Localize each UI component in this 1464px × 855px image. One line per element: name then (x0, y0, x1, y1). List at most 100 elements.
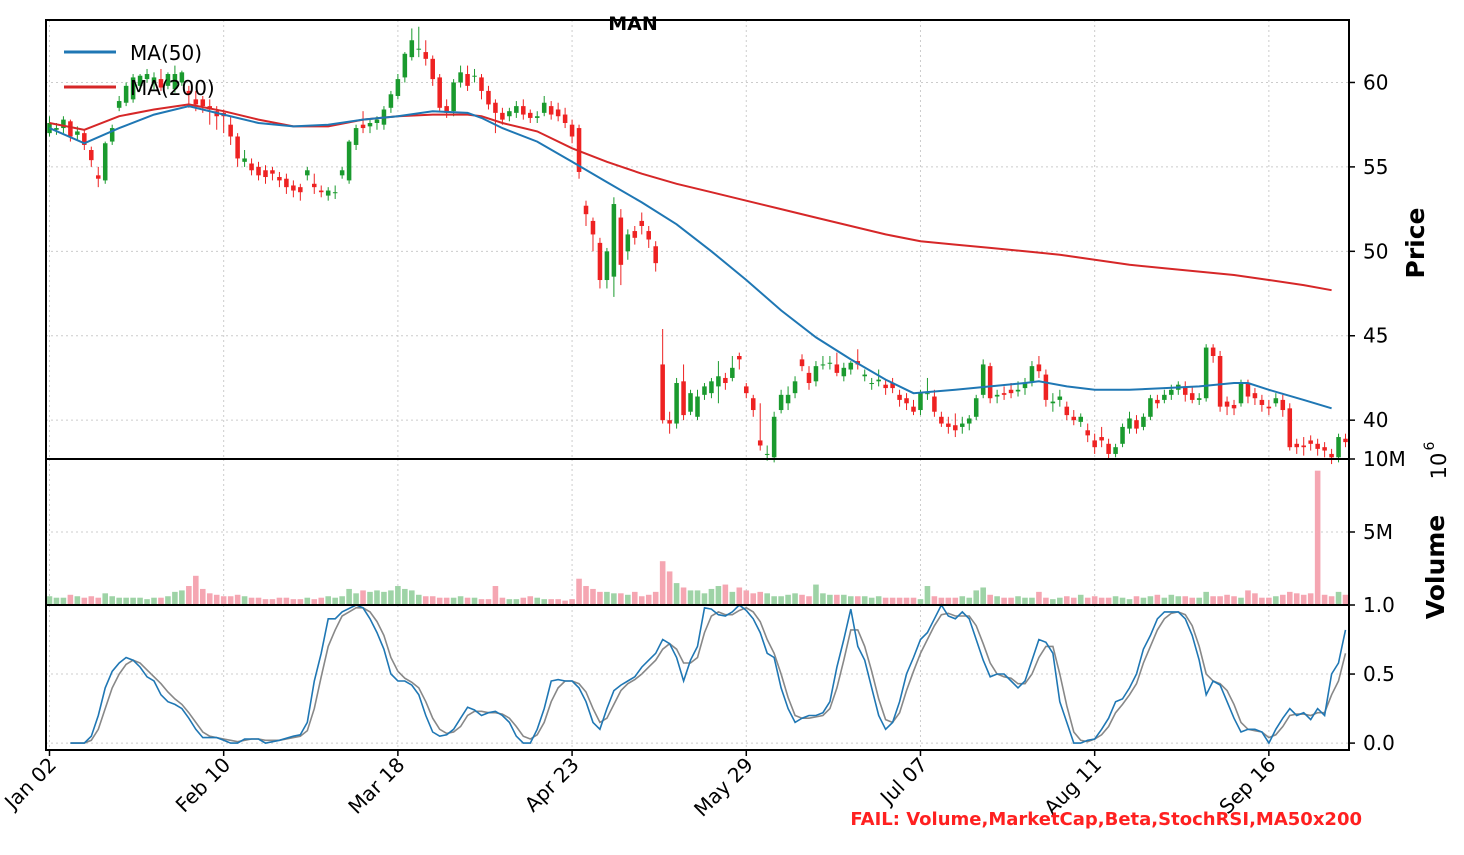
volume-bar (555, 599, 561, 605)
candle-body (493, 102, 498, 113)
candle (848, 361, 854, 375)
candle (1134, 415, 1139, 434)
candle-body (479, 77, 484, 91)
candle (249, 158, 254, 176)
candle-body (1127, 418, 1132, 429)
candle-body (744, 386, 749, 394)
candle-body (1329, 453, 1334, 458)
candle-body (353, 128, 359, 145)
candle-body (639, 220, 645, 226)
volume-bar (360, 590, 366, 605)
candle-body (618, 217, 624, 265)
volume-bar (604, 591, 610, 605)
candle (409, 28, 415, 61)
candle (95, 166, 101, 188)
candle (360, 111, 366, 134)
candle-body (486, 90, 491, 105)
volume-bar (806, 596, 812, 605)
candle (1085, 423, 1090, 443)
candle-body (116, 101, 122, 108)
candle (737, 352, 742, 370)
volume-bar (95, 597, 102, 605)
candle-body (61, 119, 66, 129)
candle-body (332, 192, 338, 194)
volume-bar (1001, 597, 1007, 605)
volume-bar (652, 591, 659, 605)
candle (688, 389, 693, 416)
candle (932, 389, 937, 417)
volume-bar (1307, 593, 1314, 605)
volume-bar (778, 596, 784, 605)
volume-bar (1245, 590, 1251, 605)
volume-bar (130, 597, 136, 605)
candle-body (1210, 347, 1216, 357)
candle-body (737, 356, 742, 360)
candle-body (611, 204, 617, 277)
candle (1210, 344, 1216, 363)
candle (625, 229, 631, 260)
candle-body (730, 367, 735, 378)
candle (1266, 399, 1272, 416)
candle (716, 361, 721, 404)
candle (242, 150, 247, 167)
candle-body (1134, 420, 1139, 429)
volume-bar (1133, 596, 1140, 605)
volume-bar (813, 584, 819, 605)
volume-bar (1154, 594, 1161, 605)
volume-bar (1029, 597, 1035, 605)
candle (1329, 448, 1334, 465)
volume-bar (611, 593, 617, 605)
candle-body (465, 74, 470, 86)
candle-body (1092, 440, 1097, 448)
candle (1120, 423, 1125, 448)
candle-body (298, 187, 303, 193)
candle (82, 129, 87, 151)
candle-body (193, 99, 199, 105)
volume-bar (241, 596, 248, 605)
candle-body (305, 170, 310, 176)
candle-body (939, 416, 944, 424)
volume-bar (144, 599, 150, 605)
volume-bar (450, 597, 457, 605)
candle (757, 403, 763, 451)
candle-body (590, 220, 596, 235)
candle-body (764, 453, 770, 455)
volume-bar (980, 587, 986, 605)
candle-body (1085, 430, 1090, 436)
candle (1322, 442, 1327, 458)
volume-bar (917, 599, 924, 605)
volume-bar (889, 597, 896, 605)
volume-bar (966, 597, 973, 605)
candle-body (980, 364, 986, 395)
volume-bar (186, 586, 192, 605)
candle (632, 225, 638, 245)
candle-body (1169, 389, 1174, 395)
volume-bar (1112, 596, 1119, 605)
candle (1308, 435, 1313, 451)
candle (890, 377, 895, 394)
candle-body (813, 366, 819, 382)
candle-body (256, 166, 261, 176)
volume-bar (597, 591, 603, 605)
candle-body (409, 40, 415, 58)
candle-body (1015, 389, 1021, 392)
candle (674, 377, 679, 429)
candle-body (82, 133, 87, 145)
candle-body (1050, 401, 1056, 404)
candle-body (291, 185, 296, 191)
candle (973, 394, 979, 421)
volume-bar (1224, 594, 1230, 605)
candle (583, 200, 589, 226)
candle-body (249, 163, 254, 171)
candle (1280, 394, 1286, 417)
candle (437, 74, 442, 112)
x-tick-label: Jan 02 (0, 753, 61, 816)
candle (855, 349, 861, 370)
volume-bar (1266, 597, 1272, 605)
volume-bar (1342, 594, 1349, 605)
candle (548, 101, 554, 120)
volume-bar (374, 590, 380, 605)
volume-bar (1043, 597, 1049, 605)
volume-bar (123, 597, 129, 605)
candle (221, 109, 226, 134)
